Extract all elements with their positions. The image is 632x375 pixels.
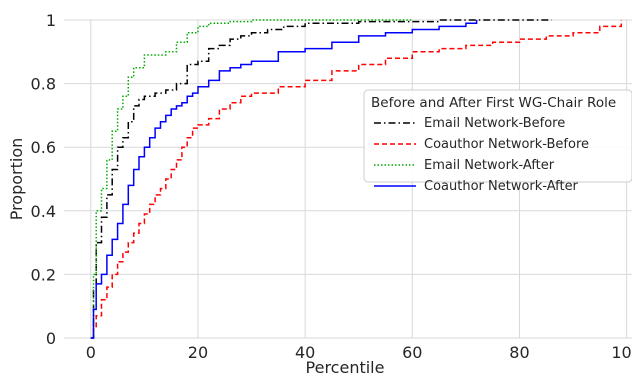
y-tick-label: 0.4 xyxy=(31,202,56,221)
x-tick-label: 40 xyxy=(295,343,315,362)
legend-label-3: Coauthor Network-After xyxy=(424,179,579,194)
y-tick-label: 1 xyxy=(46,11,56,30)
tick-labels: 0 20 40 60 80 100 0 0.2 0.4 0.6 0.8 1 xyxy=(31,11,632,362)
legend: Before and After First WG-Chair Role Ema… xyxy=(363,89,632,194)
series-line-3 xyxy=(90,20,478,339)
x-tick-label: 60 xyxy=(402,343,422,362)
x-tick-label: 80 xyxy=(509,343,529,362)
x-tick-label: 100 xyxy=(611,343,632,362)
legend-frame xyxy=(363,89,632,183)
x-tick-label: 20 xyxy=(188,343,208,362)
legend-title: Before and After First WG-Chair Role xyxy=(371,95,616,111)
y-tick-label: 0.8 xyxy=(31,75,56,94)
legend-label-0: Email Network-Before xyxy=(424,116,565,131)
y-axis-label: Proportion xyxy=(7,138,26,221)
series-line-2 xyxy=(90,19,413,339)
x-axis-label: Percentile xyxy=(306,358,385,375)
series-lines xyxy=(90,19,623,339)
legend-label-1: Coauthor Network-Before xyxy=(424,137,589,152)
legend-items: Email Network-Before Coauthor Network-Bef… xyxy=(374,116,589,194)
y-tick-label: 0.2 xyxy=(31,265,56,284)
legend-label-2: Email Network-After xyxy=(424,158,555,173)
x-tick-label: 0 xyxy=(86,343,96,362)
y-tick-label: 0.6 xyxy=(31,138,56,157)
y-tick-label: 0 xyxy=(46,329,56,348)
